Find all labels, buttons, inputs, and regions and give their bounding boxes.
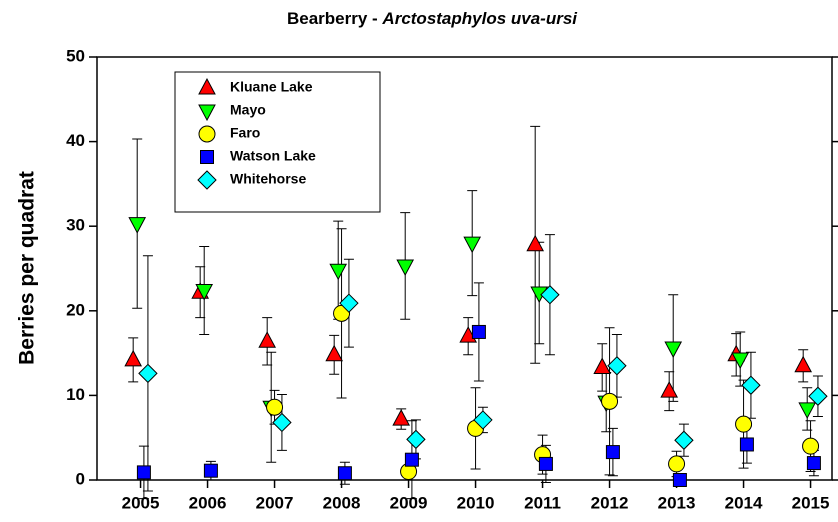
marker bbox=[741, 375, 761, 395]
y-tick-label: 10 bbox=[66, 385, 85, 404]
y-tick-label: 0 bbox=[76, 469, 85, 488]
marker bbox=[337, 466, 352, 481]
marker bbox=[392, 409, 411, 426]
marker bbox=[674, 430, 694, 450]
marker bbox=[138, 363, 158, 384]
x-tick-label: 2008 bbox=[323, 493, 361, 512]
marker bbox=[806, 456, 821, 471]
marker bbox=[203, 463, 218, 478]
marker bbox=[672, 473, 687, 487]
chart-title: Bearberry - Arctostaphylos uva-ursi bbox=[287, 9, 578, 28]
x-tick-label: 2007 bbox=[256, 493, 294, 512]
marker bbox=[605, 445, 620, 460]
legend-marker bbox=[200, 150, 214, 164]
marker bbox=[195, 283, 214, 301]
marker bbox=[396, 259, 415, 277]
marker bbox=[272, 412, 292, 433]
title-species: Arctostaphylos uva-ursi bbox=[381, 9, 578, 28]
legend-label: Watson Lake bbox=[230, 148, 316, 164]
marker bbox=[735, 415, 753, 433]
legend-label: Faro bbox=[230, 125, 260, 141]
legend-marker bbox=[198, 104, 216, 122]
legend-label: Whitehorse bbox=[230, 171, 306, 187]
marker bbox=[471, 324, 486, 339]
marker bbox=[404, 452, 419, 467]
legend-label: Mayo bbox=[230, 102, 266, 118]
marker bbox=[463, 236, 482, 254]
marker bbox=[526, 234, 545, 252]
legend-label: Kluane Lake bbox=[230, 79, 313, 95]
plot-frame bbox=[96, 56, 833, 481]
marker bbox=[731, 352, 750, 370]
title-text: Bearberry - bbox=[287, 9, 378, 28]
marker bbox=[136, 465, 151, 480]
marker bbox=[739, 437, 754, 452]
legend-marker bbox=[198, 125, 216, 143]
marker bbox=[124, 349, 143, 367]
x-tick-label: 2005 bbox=[122, 493, 160, 512]
x-tick-label: 2011 bbox=[524, 493, 561, 512]
x-tick-label: 2013 bbox=[658, 493, 696, 512]
x-tick-label: 2012 bbox=[591, 493, 629, 512]
y-tick-label: 30 bbox=[66, 216, 85, 235]
marker bbox=[664, 341, 683, 359]
marker bbox=[607, 356, 627, 376]
marker bbox=[540, 285, 560, 305]
marker bbox=[538, 456, 553, 471]
marker bbox=[128, 217, 147, 234]
marker bbox=[794, 355, 813, 373]
y-tick-label: 20 bbox=[66, 300, 85, 319]
marker bbox=[660, 381, 679, 398]
legend-marker bbox=[198, 77, 216, 95]
legend-marker bbox=[197, 170, 217, 190]
marker bbox=[473, 410, 493, 430]
marker bbox=[808, 386, 828, 406]
x-tick-label: 2014 bbox=[725, 493, 763, 512]
marker bbox=[325, 344, 344, 362]
y-axis-label: Berries per quadrat bbox=[16, 171, 39, 365]
y-tick-label: 50 bbox=[66, 46, 85, 65]
marker bbox=[601, 392, 619, 410]
marker bbox=[258, 331, 277, 348]
x-tick-label: 2006 bbox=[189, 493, 227, 512]
marker bbox=[266, 398, 284, 416]
marker bbox=[798, 402, 817, 419]
x-tick-label: 2015 bbox=[792, 493, 830, 512]
marker bbox=[668, 455, 686, 473]
marker bbox=[339, 293, 359, 313]
y-tick-label: 40 bbox=[66, 131, 85, 150]
marker bbox=[593, 357, 612, 374]
marker bbox=[406, 429, 426, 450]
marker bbox=[802, 437, 820, 455]
x-tick-label: 2009 bbox=[390, 493, 428, 512]
x-tick-label: 2010 bbox=[457, 493, 495, 512]
marker bbox=[329, 263, 348, 281]
